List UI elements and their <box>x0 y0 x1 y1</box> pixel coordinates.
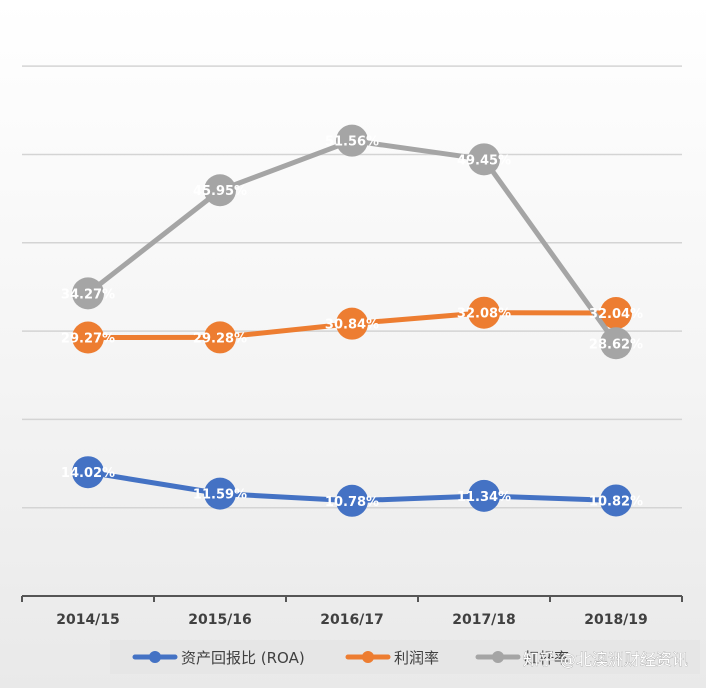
legend-label-2: 杠杆率 <box>524 649 569 667</box>
series-point-0 <box>204 477 236 510</box>
data-label-0: 10.82% <box>589 494 643 509</box>
series-point-1 <box>204 321 236 354</box>
data-labels: 14.02% 11.59% 10.78% 11.34% 10.82% 29.27% 29.2… <box>61 135 643 510</box>
series-point-1 <box>600 297 632 330</box>
series-point-2 <box>468 143 500 176</box>
series-point-2 <box>72 277 104 310</box>
data-label-0: 10.78% <box>325 495 379 510</box>
series-point-2 <box>204 174 236 207</box>
data-label-1: 29.28% <box>193 331 247 346</box>
x-tick-label: 2017/18 <box>452 612 516 628</box>
data-label-0: 11.59% <box>193 488 247 503</box>
series-point-0 <box>600 484 632 517</box>
legend: 资产回报比 (ROA) 利润率 杠杆率 <box>110 640 700 674</box>
data-label-1: 30.84% <box>325 318 379 333</box>
series-point-0 <box>468 479 500 512</box>
data-label-1: 32.08% <box>457 307 511 322</box>
legend-label-1: 利润率 <box>394 649 439 667</box>
series-group <box>72 124 632 517</box>
x-tick-label: 2014/15 <box>56 612 120 628</box>
series-point-0 <box>336 484 368 517</box>
data-label-2: 28.62% <box>589 337 643 352</box>
data-label-2: 34.27% <box>61 287 115 302</box>
data-label-1: 29.27% <box>61 332 115 347</box>
data-label-1: 32.04% <box>589 307 643 322</box>
legend-box <box>110 640 700 674</box>
series-point-2 <box>336 124 368 157</box>
x-tick-label: 2018/19 <box>584 612 648 628</box>
data-label-2: 51.56% <box>325 135 379 150</box>
legend-marker-1 <box>362 651 374 663</box>
x-axis: 2014/15 2015/16 2016/17 2017/18 2018/19 <box>21 595 683 628</box>
series-point-1 <box>72 321 104 354</box>
series-point-1 <box>336 307 368 340</box>
data-label-0: 11.34% <box>457 490 511 505</box>
data-label-2: 49.45% <box>457 153 511 168</box>
series-point-2 <box>600 327 632 360</box>
legend-marker-2 <box>492 651 504 663</box>
legend-marker-0 <box>149 651 161 663</box>
data-label-2: 45.95% <box>193 184 247 199</box>
data-label-0: 14.02% <box>61 466 115 481</box>
series-point-0 <box>72 456 104 489</box>
watermark: 知乎 @北澳洲财经资讯 <box>523 650 688 669</box>
series-point-1 <box>468 296 500 329</box>
legend-label-0: 资产回报比 (ROA) <box>181 649 305 667</box>
x-tick-label: 2016/17 <box>320 612 384 628</box>
x-tick-label: 2015/16 <box>188 612 252 628</box>
